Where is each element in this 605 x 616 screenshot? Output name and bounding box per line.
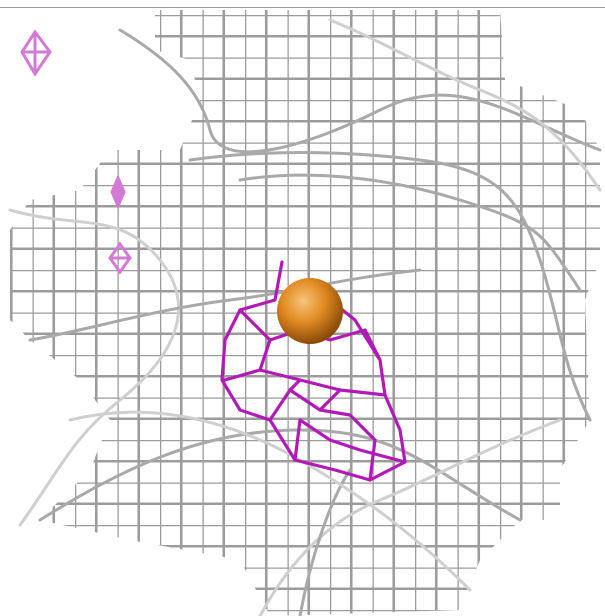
marker [108, 241, 132, 275]
marker [110, 174, 126, 210]
metal-ion [277, 278, 343, 344]
small-markers [20, 29, 132, 275]
marker [20, 29, 52, 77]
